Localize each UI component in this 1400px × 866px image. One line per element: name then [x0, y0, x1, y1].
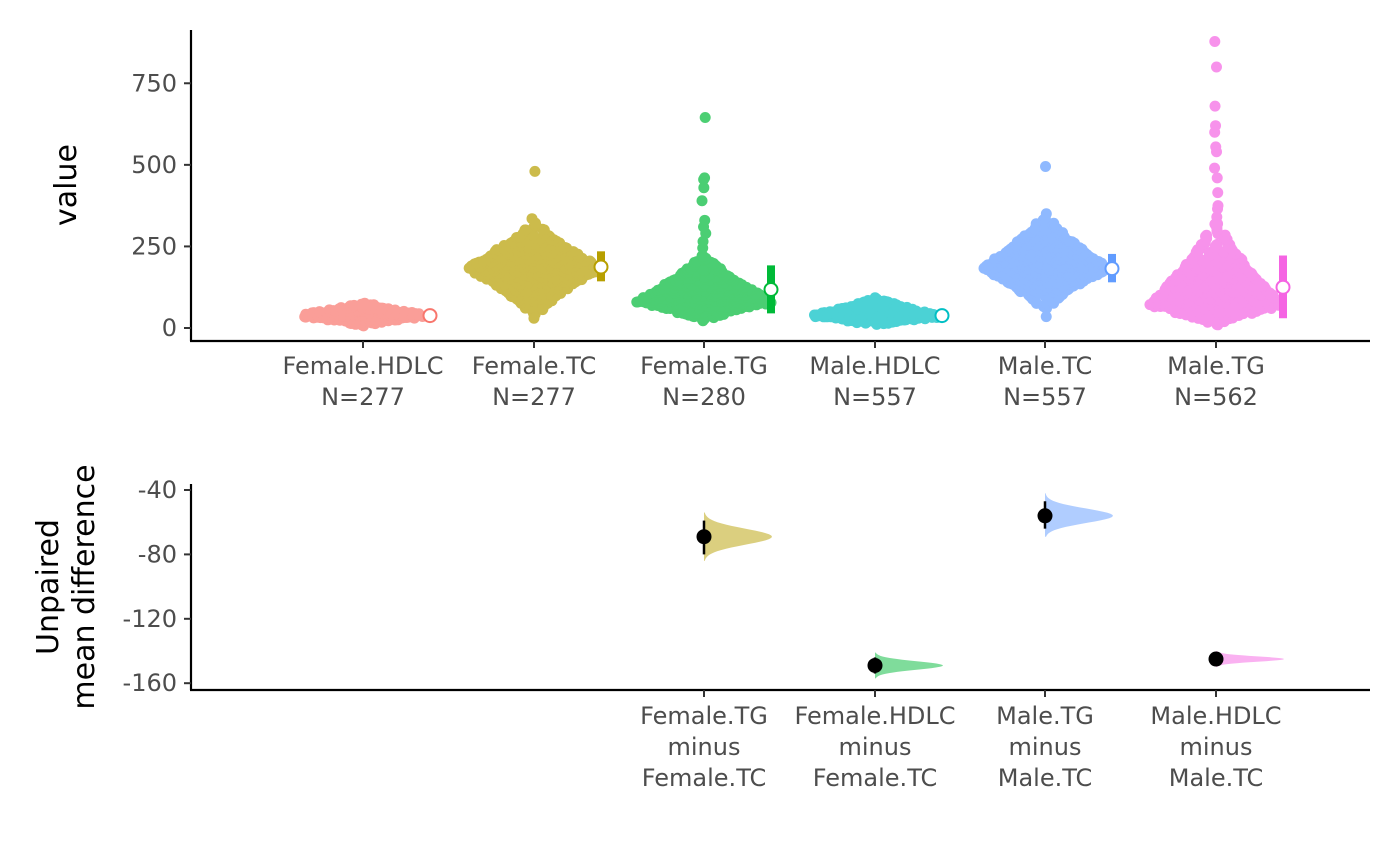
mean-marker	[763, 281, 779, 297]
bootstrap-distribution	[875, 652, 943, 679]
mean-difference-panel: -40-80-120-160 Female.TGminusFemale.TCFe…	[31, 464, 1370, 792]
mean-marker	[593, 259, 609, 275]
swarm-point	[1040, 311, 1052, 323]
swarm-point	[1209, 36, 1221, 48]
bootstrap-distribution-layer	[704, 493, 1284, 679]
swarm-point	[1040, 160, 1052, 172]
group-name-label: Male.HDLC	[809, 352, 940, 380]
comparison-label-line: Male.HDLC	[1150, 702, 1281, 730]
group-name-label: Female.TG	[640, 352, 768, 380]
swarm-female-tc	[463, 165, 607, 324]
top-y-ticks: 0 250 500 750	[131, 69, 191, 342]
top-y-tick-label: 500	[131, 151, 177, 179]
bottom-x-ticks: Female.TG minus Female.TC Female.HDLC minus F…	[640, 690, 1282, 792]
swarm-point	[697, 251, 709, 263]
swarm-point	[1211, 211, 1223, 223]
bootstrap-distribution	[704, 512, 772, 561]
comparison-label-line: Male.TG	[996, 702, 1094, 730]
group-n-label: N=557	[833, 383, 917, 411]
mean-marker	[1275, 279, 1291, 295]
swarm-point	[526, 213, 538, 225]
top-y-axis-title: value	[49, 144, 84, 226]
bootstrap-distribution	[1045, 493, 1113, 537]
swarm-male-tg	[1144, 36, 1287, 331]
swarm-point	[1040, 208, 1052, 220]
swarm-point	[1209, 162, 1221, 174]
swarm-point	[1210, 239, 1222, 251]
swarm-female-hdlc	[299, 297, 429, 332]
comparison-label-line: minus	[1180, 733, 1253, 761]
swarm-point	[699, 112, 711, 124]
comparison-label-line: Male.TC	[998, 764, 1093, 792]
swarm-point	[1201, 229, 1213, 241]
bottom-y-tick-label: -160	[123, 669, 177, 697]
top-y-tick-label: 250	[131, 232, 177, 260]
mean-marker	[422, 308, 438, 324]
group-name-label: Female.TC	[472, 352, 596, 380]
swarm-point	[1209, 100, 1221, 112]
swarm-point	[528, 312, 540, 324]
swarm-point	[1210, 120, 1222, 132]
swarm-point	[696, 195, 708, 207]
swarm-point	[529, 165, 541, 177]
swarm-point	[1210, 61, 1222, 73]
group-n-label: N=277	[492, 383, 576, 411]
swarm-point	[359, 298, 371, 310]
bottom-y-tick-label: -120	[123, 605, 177, 633]
comparison-label-line: minus	[1009, 733, 1082, 761]
comparison-label-line: Male.TC	[1169, 764, 1264, 792]
swarm-point	[1211, 172, 1223, 184]
swarm-point	[869, 293, 881, 305]
swarm-male-tc	[978, 160, 1113, 323]
bottom-y-tick-label: -40	[138, 476, 177, 504]
swarm-point	[699, 214, 711, 226]
comparison-label-line: minus	[839, 733, 912, 761]
comparison-label-line: Female.TG	[640, 702, 768, 730]
swarm-point	[699, 172, 711, 184]
swarm-point	[1210, 141, 1222, 153]
bottom-y-ticks: -40 -80 -120 -160	[123, 476, 191, 697]
group-n-label: N=277	[321, 383, 405, 411]
top-x-ticks: Female.HDLC N=277 Female.TC N=277 Female.TG N…	[282, 341, 1265, 411]
estimate-point	[1037, 508, 1053, 524]
estimate-point	[1208, 651, 1224, 667]
raw-data-panel: 0 250 500 750 Female.HDLC N=277 Female.TC N=27…	[49, 30, 1370, 411]
estimate-point	[696, 529, 712, 545]
bootstrap-distribution	[1216, 651, 1284, 668]
bottom-y-axis-title: Unpairedmean difference	[31, 464, 102, 709]
swarm-point	[519, 224, 531, 236]
estimate-point	[867, 657, 883, 673]
mean-marker	[1104, 261, 1120, 277]
comparison-label-line: Female.HDLC	[794, 702, 955, 730]
bottom-y-tick-label: -80	[138, 540, 177, 568]
estimate-layer	[696, 501, 1224, 674]
group-n-label: N=280	[662, 383, 746, 411]
swarm-point	[1048, 217, 1060, 229]
swarm-point	[698, 182, 710, 194]
top-y-tick-label: 0	[162, 314, 177, 342]
bottom-y-axis-title-line: mean difference	[67, 464, 102, 709]
swarm-male-hdlc	[808, 292, 943, 330]
swarm-point	[1212, 200, 1224, 212]
top-y-tick-label: 750	[131, 69, 177, 97]
mean-sd-layer	[422, 251, 1291, 324]
group-name-label: Male.TG	[1167, 352, 1265, 380]
comparison-label-line: minus	[668, 733, 741, 761]
group-n-label: N=562	[1174, 383, 1258, 411]
group-name-label: Female.HDLC	[282, 352, 443, 380]
comparison-label-line: Female.TC	[642, 764, 766, 792]
group-n-label: N=557	[1003, 383, 1087, 411]
swarm-female-tg	[631, 112, 777, 327]
swarm-layer	[299, 36, 1287, 332]
bottom-y-axis-title-line: Unpaired	[31, 519, 66, 655]
comparison-label-line: Female.TC	[813, 764, 937, 792]
mean-marker	[934, 308, 950, 324]
group-name-label: Male.TC	[998, 352, 1093, 380]
swarm-point	[1212, 187, 1224, 199]
